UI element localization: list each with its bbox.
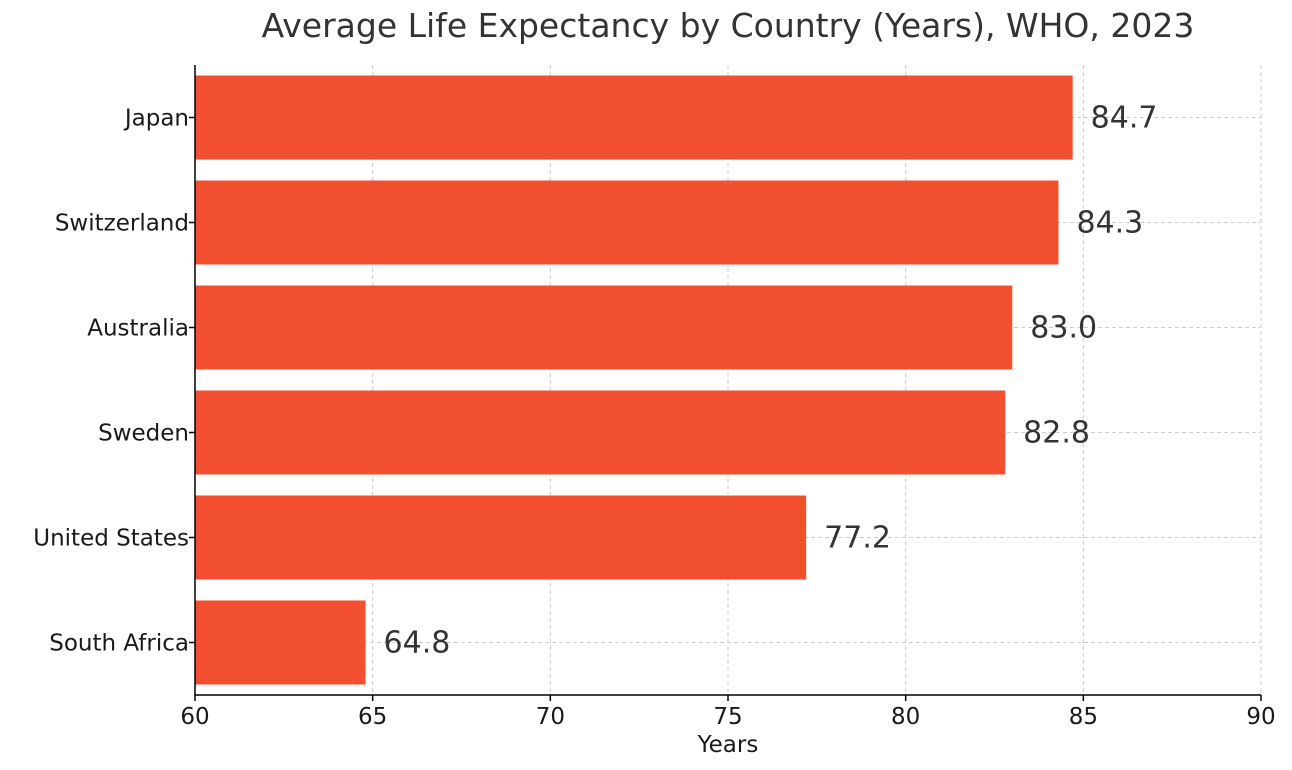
- label-layer: 60 65 70 75 80 85 90 Japan 84.7 Switzerland 84.3 Au…: [33, 101, 1275, 731]
- x-tick-label: 85: [1069, 704, 1098, 730]
- data-label: 77.2: [824, 521, 891, 556]
- x-tick-label: 70: [536, 704, 565, 730]
- bar-layer: [195, 75, 1073, 685]
- data-label: 83.0: [1030, 311, 1097, 346]
- bar: [195, 600, 366, 685]
- bar: [195, 390, 1006, 475]
- x-axis-title: Years: [697, 732, 759, 758]
- category-label: South Africa: [49, 631, 189, 657]
- data-label: 84.3: [1076, 206, 1143, 241]
- category-label: United States: [33, 526, 189, 552]
- category-label: Sweden: [98, 421, 189, 447]
- x-tick-label: 65: [358, 704, 387, 730]
- bar: [195, 495, 807, 580]
- data-label: 64.8: [384, 626, 451, 661]
- axis-layer: [189, 65, 1262, 701]
- bar: [195, 75, 1073, 160]
- bar: [195, 285, 1013, 370]
- category-label: Japan: [123, 106, 189, 132]
- data-label: 82.8: [1023, 416, 1090, 451]
- category-label: Australia: [87, 316, 189, 342]
- x-tick-label: 90: [1246, 704, 1275, 730]
- x-tick-label: 60: [180, 704, 209, 730]
- x-tick-label: 75: [713, 704, 742, 730]
- bar: [195, 180, 1059, 265]
- data-label: 84.7: [1091, 101, 1158, 136]
- category-label: Switzerland: [55, 211, 189, 237]
- chart-title: Average Life Expectancy by Country (Year…: [261, 6, 1195, 45]
- x-tick-label: 80: [891, 704, 920, 730]
